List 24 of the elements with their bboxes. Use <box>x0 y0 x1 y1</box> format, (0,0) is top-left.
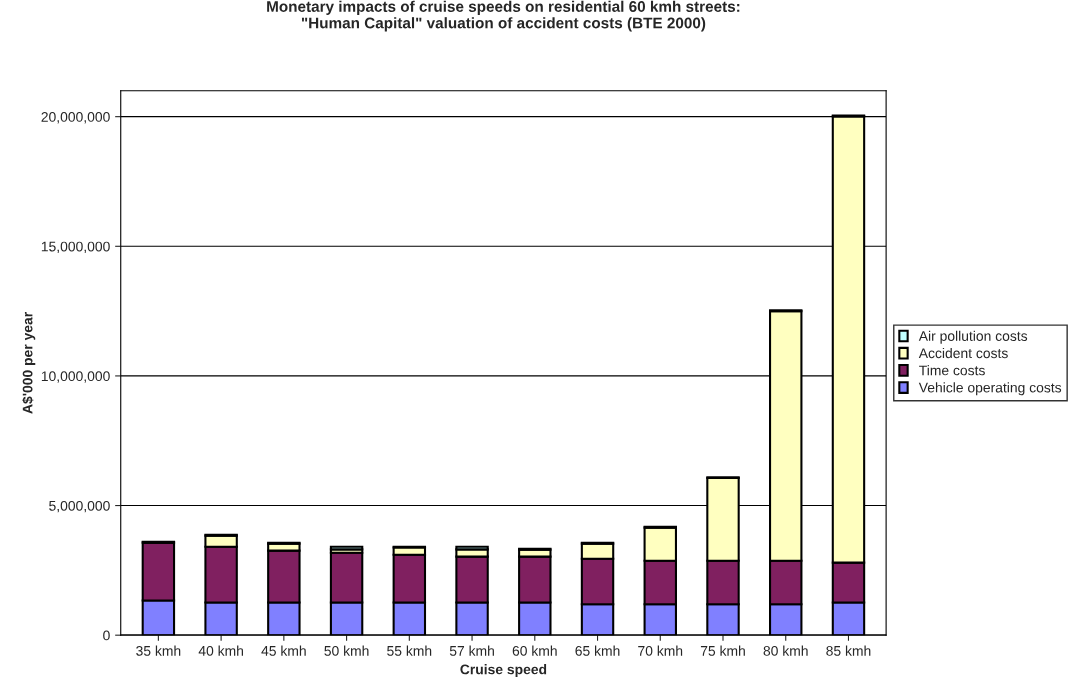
x-tick-label: 35 kmh <box>136 645 181 656</box>
legend-label: Air pollution costs <box>918 330 1028 344</box>
x-tick-label: 40 kmh <box>198 645 243 656</box>
x-axis-title: Cruise speed <box>460 664 547 678</box>
x-tick-label: 80 kmh <box>763 645 808 656</box>
y-tick-label: 20,000,000 <box>41 112 110 124</box>
y-axis-title: A$'000 per year <box>22 312 36 414</box>
y-tick-label: 0 <box>103 630 110 641</box>
x-tick-label: 57 kmh <box>449 645 494 656</box>
y-tick-label: 10,000,000 <box>41 371 110 383</box>
x-tick-label: 70 kmh <box>638 645 683 656</box>
x-tick-label: 45 kmh <box>261 645 306 656</box>
x-tick-label: 85 kmh <box>826 645 871 656</box>
legend-label: Vehicle operating costs <box>918 382 1062 396</box>
y-tick-label: 15,000,000 <box>41 241 110 254</box>
x-tick-label: 60 kmh <box>512 645 557 656</box>
y-tick-label: 5,000,000 <box>49 500 110 513</box>
legend-label: Time costs <box>919 365 985 376</box>
x-tick-label: 75 kmh <box>700 645 745 656</box>
x-tick-label: 50 kmh <box>324 645 369 656</box>
chart-title: Monetary impacts of cruise speeds on residential 60 kmh streets: "Human Capital" valuation of accident costs (BTE 2000) <box>267 0 740 32</box>
x-tick-label: 65 kmh <box>575 645 620 656</box>
legend-label: Accident costs <box>918 347 1008 359</box>
x-tick-label: 55 kmh <box>387 645 432 656</box>
